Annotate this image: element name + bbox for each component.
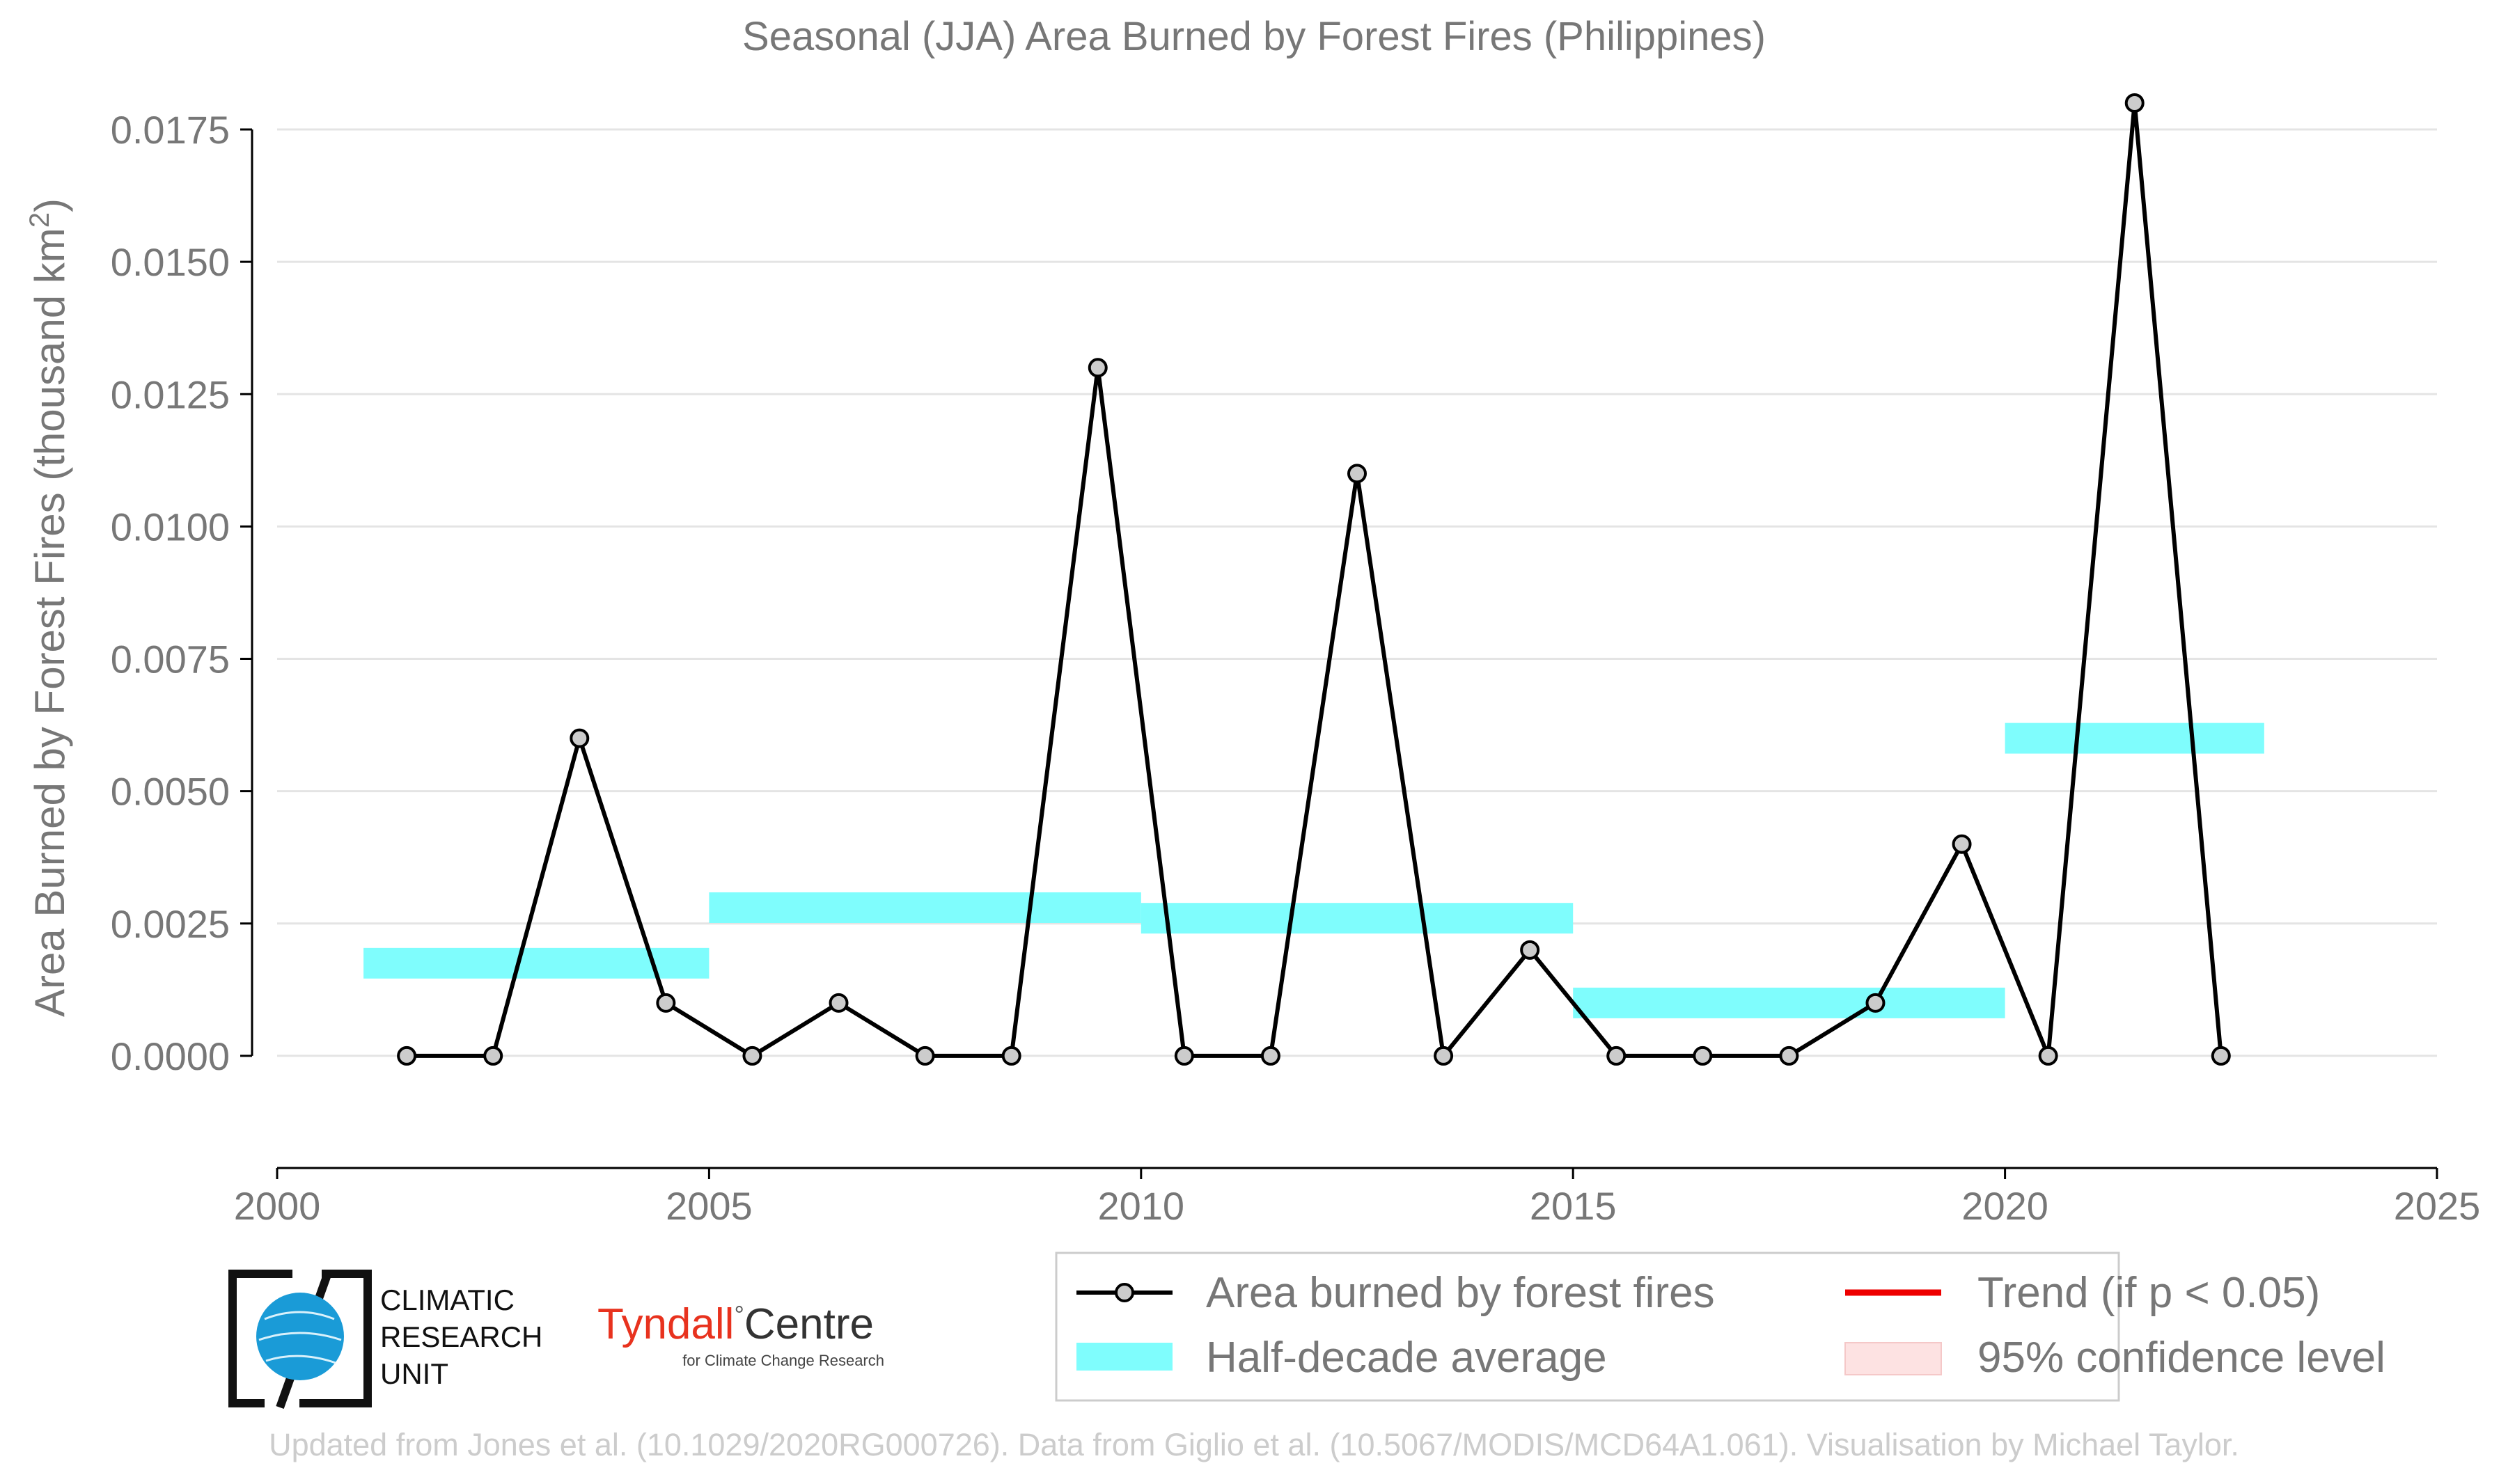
cru-name-line2: RESEARCH (380, 1320, 542, 1353)
legend-swatch-confidence (1844, 1342, 1942, 1375)
x-tick-label: 2020 (1961, 1184, 2048, 1228)
series-line (407, 101, 2223, 1058)
grid-lines (277, 128, 2437, 1057)
tyndall-wordmark: Tyndall°Centre (597, 1300, 874, 1348)
legend-label-area: Area burned by forest fires (1206, 1269, 1715, 1317)
x-tick-label: 2000 (234, 1184, 321, 1228)
data-point (1952, 834, 1972, 854)
axes: 0.0000 0.0025 0.0050 0.0075 0.0100 0.0125 0.01… (111, 108, 2481, 1228)
half-decade-average-bar (1141, 903, 1574, 934)
half-decade-average-bar (2005, 723, 2264, 754)
data-point (1088, 358, 1108, 378)
y-tick-label: 0.0100 (111, 505, 230, 548)
chart-title: Seasonal (JJA) Area Burned by Forest Fir… (742, 14, 1766, 59)
data-point (2124, 93, 2145, 113)
data-point (570, 728, 590, 748)
x-tick-label: 2005 (666, 1184, 753, 1228)
cru-name-line3: UNIT (380, 1357, 448, 1390)
data-point (829, 993, 849, 1013)
y-tick-label: 0.0150 (111, 240, 230, 284)
data-point (1520, 940, 1540, 960)
y-tick-label: 0.0175 (111, 108, 230, 152)
x-tick-label: 2025 (2394, 1184, 2481, 1228)
y-axis-label: Area Burned by Forest Fires (thousand km… (24, 198, 73, 1017)
legend-label-average: Half-decade average (1206, 1334, 1607, 1382)
data-point (1865, 993, 1886, 1013)
data-point (1606, 1045, 1627, 1066)
y-axis-label-superscript: 2 (24, 212, 55, 228)
legend-label-confidence: 95% confidence level (1977, 1334, 2385, 1382)
half-decade-average-bar (709, 892, 1141, 923)
data-point (742, 1045, 762, 1066)
cru-name-line1: CLIMATIC (380, 1284, 515, 1316)
data-series (397, 93, 2231, 1066)
globe-lines-icon (258, 1311, 342, 1364)
y-tick-label: 0.0025 (111, 902, 230, 946)
data-point (915, 1045, 935, 1066)
data-point (2211, 1045, 2231, 1066)
data-point (656, 993, 676, 1013)
x-tick-label: 2015 (1530, 1184, 1617, 1228)
y-tick-label: 0.0050 (111, 770, 230, 814)
tyndall-name: Tyndall (597, 1300, 734, 1348)
data-point (1174, 1045, 1194, 1066)
data-point (1260, 1045, 1280, 1066)
data-point (1347, 464, 1367, 484)
tyndall-centre: Centre (744, 1300, 874, 1348)
legend-label-trend: Trend (if p < 0.05) (1977, 1269, 2320, 1317)
legend: Area burned by forest fires Half-decade … (1055, 1252, 2385, 1402)
data-point (1779, 1045, 1799, 1066)
x-tick-label: 2010 (1098, 1184, 1185, 1228)
y-tick-label: 0.0000 (111, 1034, 230, 1078)
tyndall-subtitle: for Climate Change Research (682, 1352, 884, 1369)
half-decade-average-bar (1573, 987, 2005, 1018)
data-point (1434, 1045, 1454, 1066)
y-tick-label: 0.0075 (111, 638, 230, 681)
legend-swatch-average (1076, 1343, 1173, 1371)
data-point (1693, 1045, 1713, 1066)
footer-credits: Updated from Jones et al. (10.1029/2020R… (269, 1427, 2239, 1462)
data-point (397, 1045, 417, 1066)
data-point (1001, 1045, 1021, 1066)
y-tick-label: 0.0125 (111, 372, 230, 416)
data-point (2038, 1045, 2058, 1066)
legend-frame (1055, 1252, 2120, 1402)
data-point (483, 1045, 503, 1066)
legend-marker-swatch (1115, 1283, 1134, 1302)
tyndall-degree-icon: ° (734, 1300, 744, 1329)
cru-bracket-right-icon (299, 1270, 372, 1407)
cru-bracket-icon (228, 1270, 292, 1407)
cru-logo: CLIMATIC RESEARCH UNIT (228, 1269, 542, 1410)
tyndall-logo: Tyndall°Centre for Climate Change Resear… (597, 1300, 884, 1369)
